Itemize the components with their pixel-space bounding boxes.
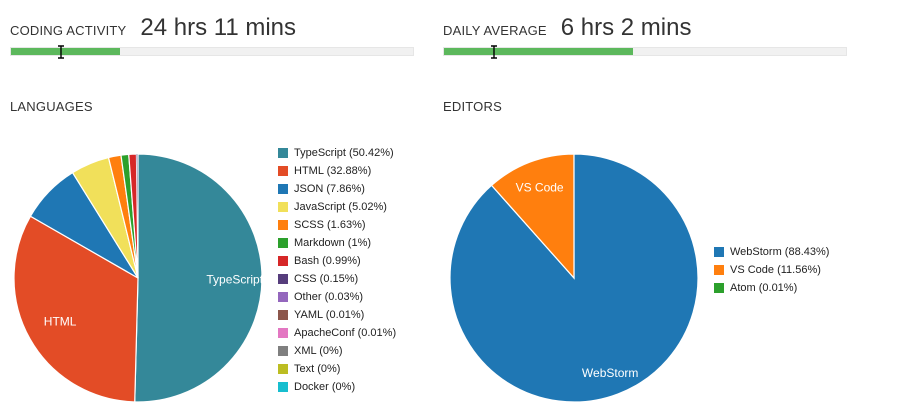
legend-swatch	[278, 274, 288, 284]
daily-average-progress-track	[443, 47, 847, 56]
languages-legend: TypeScript (50.42%) HTML (32.88%) JSON (7.…	[278, 144, 396, 396]
legend-swatch	[714, 247, 724, 257]
legend-item-css[interactable]: CSS (0.15%)	[278, 270, 396, 288]
coding-activity-header: CODING ACTIVITY 24 hrs 11 mins	[10, 14, 414, 44]
legend-item-docker[interactable]: Docker (0%)	[278, 378, 396, 396]
legend-item-webstorm[interactable]: WebStorm (88.43%)	[714, 243, 829, 261]
legend-label: HTML (32.88%)	[294, 165, 372, 177]
legend-item-vs-code[interactable]: VS Code (11.56%)	[714, 261, 829, 279]
legend-label: ApacheConf (0.01%)	[294, 327, 397, 339]
legend-swatch	[278, 166, 288, 176]
legend-item-scss[interactable]: SCSS (1.63%)	[278, 216, 396, 234]
languages-title: LANGUAGES	[10, 99, 93, 114]
languages-pie-chart: TypeScript HTML	[13, 153, 264, 403]
legend-item-yaml[interactable]: YAML (0.01%)	[278, 306, 396, 324]
legend-label: Atom (0.01%)	[730, 282, 798, 294]
legend-item-atom[interactable]: Atom (0.01%)	[714, 279, 829, 297]
legend-swatch	[278, 328, 288, 338]
coding-activity-value: 24 hrs 11 mins	[140, 14, 297, 41]
legend-swatch	[278, 382, 288, 392]
legend-swatch	[278, 148, 288, 158]
legend-item-javascript[interactable]: JavaScript (5.02%)	[278, 198, 396, 216]
daily-average-progress-fill	[444, 48, 633, 55]
legend-label: Other (0.03%)	[294, 291, 364, 303]
legend-swatch	[278, 238, 288, 248]
legend-label: CSS (0.15%)	[294, 273, 359, 285]
legend-label: Bash (0.99%)	[294, 255, 361, 267]
legend-label: Markdown (1%)	[294, 237, 372, 249]
coding-activity-progress-track	[10, 47, 414, 56]
daily-average-value: 6 hrs 2 mins	[560, 14, 692, 41]
slice-label-webstorm: WebStorm	[582, 366, 638, 380]
legend-item-markdown[interactable]: Markdown (1%)	[278, 234, 396, 252]
legend-label: JavaScript (5.02%)	[294, 201, 387, 213]
legend-label: VS Code (11.56%)	[730, 264, 821, 276]
coding-activity-label: CODING ACTIVITY	[10, 23, 127, 38]
editors-title: EDITORS	[443, 99, 502, 114]
legend-swatch	[278, 202, 288, 212]
daily-average-stat: DAILY AVERAGE 6 hrs 2 mins	[443, 14, 847, 59]
legend-swatch	[278, 310, 288, 320]
editors-legend: WebStorm (88.43%) VS Code (11.56%) Atom (0…	[714, 243, 829, 297]
legend-item-json[interactable]: JSON (7.86%)	[278, 180, 396, 198]
legend-label: YAML (0.01%)	[294, 309, 365, 321]
legend-swatch	[714, 283, 724, 293]
daily-average-label: DAILY AVERAGE	[443, 23, 547, 38]
legend-label: Text (0%)	[294, 363, 341, 375]
legend-label: WebStorm (88.43%)	[730, 246, 830, 258]
legend-item-bash[interactable]: Bash (0.99%)	[278, 252, 396, 270]
legend-swatch	[278, 346, 288, 356]
daily-average-header: DAILY AVERAGE 6 hrs 2 mins	[443, 14, 847, 44]
legend-swatch	[278, 256, 288, 266]
legend-item-apacheconf[interactable]: ApacheConf (0.01%)	[278, 324, 396, 342]
coding-activity-progress-fill	[11, 48, 120, 55]
legend-item-text[interactable]: Text (0%)	[278, 360, 396, 378]
legend-label: XML (0%)	[294, 345, 343, 357]
legend-swatch	[278, 364, 288, 374]
legend-item-other[interactable]: Other (0.03%)	[278, 288, 396, 306]
legend-label: Docker (0%)	[294, 381, 356, 393]
legend-label: SCSS (1.63%)	[294, 219, 366, 231]
legend-label: TypeScript (50.42%)	[294, 147, 394, 159]
legend-item-xml[interactable]: XML (0%)	[278, 342, 396, 360]
legend-item-typescript[interactable]: TypeScript (50.42%)	[278, 144, 396, 162]
text-cursor-icon	[491, 45, 497, 59]
legend-label: JSON (7.86%)	[294, 183, 365, 195]
coding-activity-stat: CODING ACTIVITY 24 hrs 11 mins	[10, 14, 414, 59]
pie-slice-typescript[interactable]	[134, 153, 263, 403]
text-cursor-icon	[58, 45, 64, 59]
slice-label-html: HTML	[44, 315, 77, 329]
pie-slice-vs-code[interactable]	[490, 153, 575, 280]
slice-label-vs-code: VS Code	[516, 181, 564, 195]
legend-swatch	[278, 184, 288, 194]
legend-swatch	[278, 292, 288, 302]
pie-slice-html[interactable]	[13, 215, 139, 403]
legend-swatch	[714, 265, 724, 275]
legend-item-html[interactable]: HTML (32.88%)	[278, 162, 396, 180]
slice-label-typescript: TypeScript	[206, 272, 263, 286]
editors-pie-chart: WebStorm VS Code	[449, 153, 699, 403]
legend-swatch	[278, 220, 288, 230]
